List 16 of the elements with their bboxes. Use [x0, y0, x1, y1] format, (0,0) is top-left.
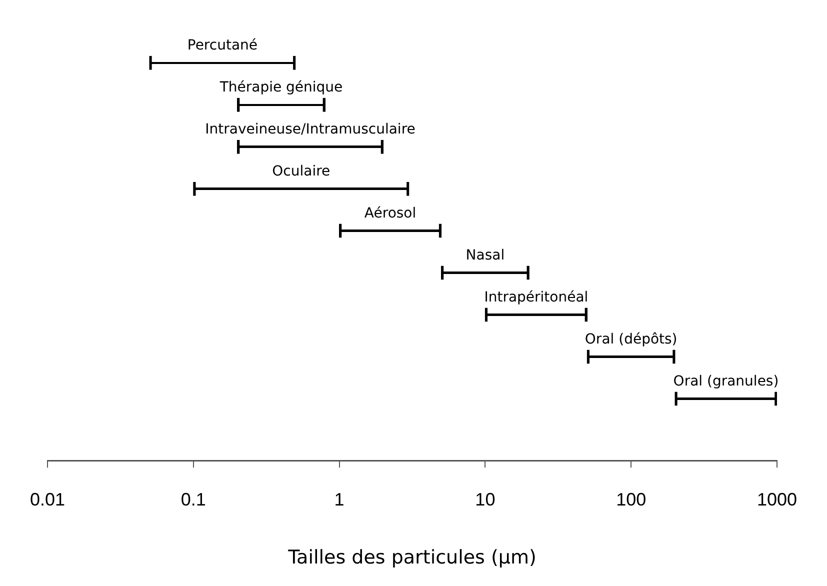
y-tick-label: Thérapie génique	[218, 80, 343, 96]
x-tick-label: 10	[475, 489, 496, 510]
y-tick-label: Nasal	[466, 247, 505, 264]
y-tick-label: Oral (dépôts)	[584, 331, 678, 348]
x-tick-label: 1	[334, 489, 344, 510]
x-tick-label: 1000	[756, 489, 797, 510]
x-tick-label: 0.01	[30, 489, 66, 510]
x-tick-label: 0.1	[180, 489, 206, 510]
x-tick-label: 100	[616, 489, 646, 510]
y-tick-label: Intrapéritonéal	[484, 289, 588, 306]
y-tick-label: Intraveineuse/Intramusculaire	[205, 122, 416, 138]
y-tick-label: Percutané	[187, 38, 258, 54]
y-tick-label: Oculaire	[272, 163, 330, 180]
y-tick-label: Aérosol	[364, 205, 416, 222]
x-axis-title: Tailles des particules (µm)	[287, 546, 536, 569]
y-tick-label: Oral (granules)	[673, 373, 779, 390]
